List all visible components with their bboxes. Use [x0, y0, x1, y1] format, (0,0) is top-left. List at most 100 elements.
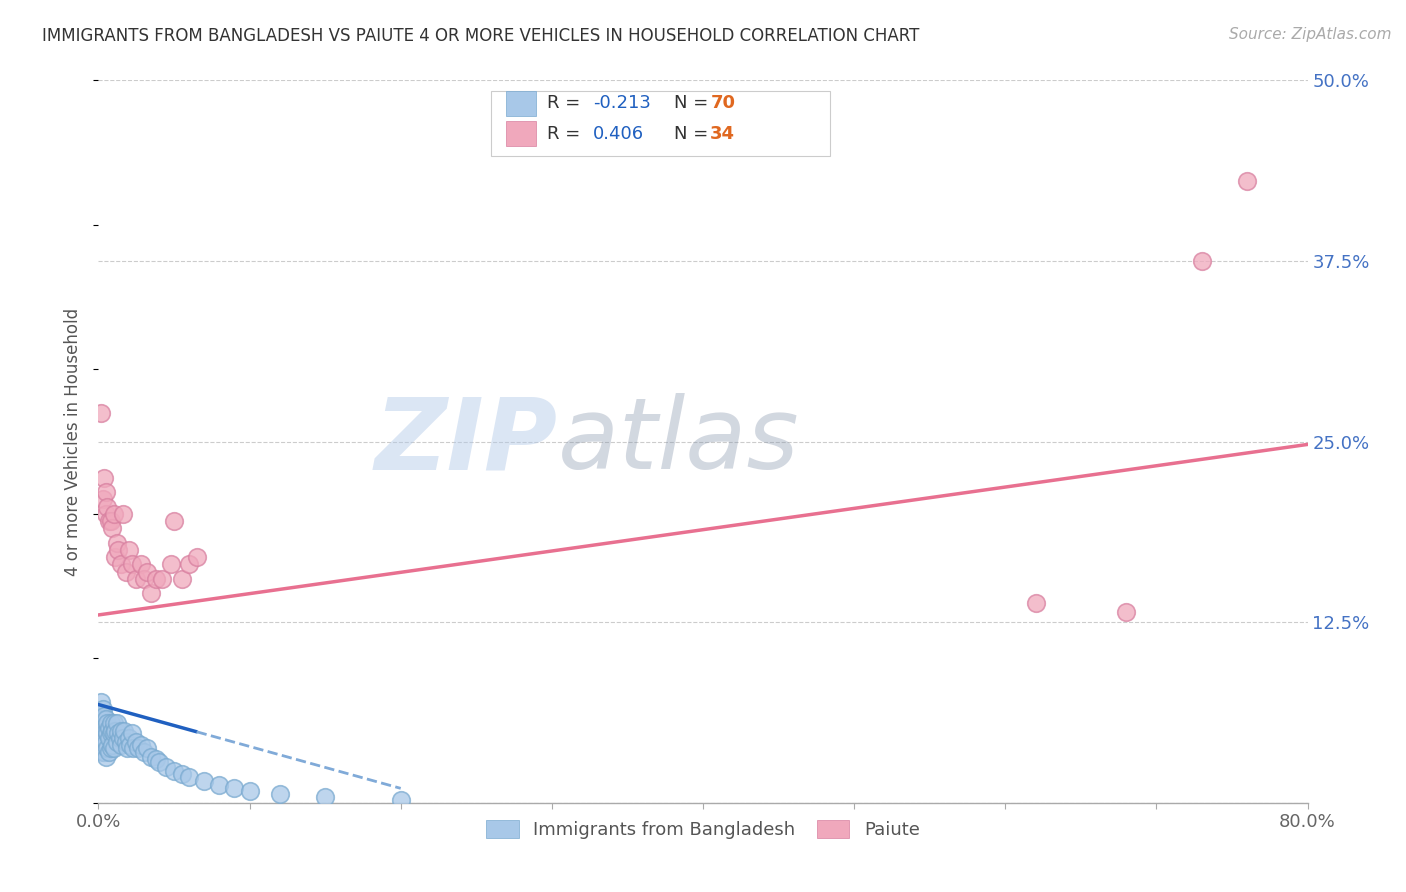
Text: R =: R = [547, 125, 586, 143]
Point [132, 745, 155, 759]
Point [1236, 174, 1258, 188]
Point [118, 542, 141, 557]
Point [141, 749, 163, 764]
Point [103, 726, 125, 740]
Point [108, 731, 131, 745]
Point [100, 514, 122, 528]
Point [96, 740, 118, 755]
Point [94, 723, 117, 738]
Point [98, 514, 121, 528]
Point [163, 514, 186, 528]
Point [111, 731, 134, 745]
Point [98, 721, 121, 735]
Point [103, 507, 125, 521]
Legend: Immigrants from Bangladesh, Paiute: Immigrants from Bangladesh, Paiute [477, 811, 929, 848]
Point [98, 745, 121, 759]
Point [105, 535, 128, 549]
Point [90, 406, 112, 420]
Point [89, 716, 111, 731]
Point [121, 726, 143, 740]
Point [93, 470, 115, 484]
Point [125, 572, 148, 586]
Point [150, 572, 173, 586]
Point [103, 716, 125, 731]
Point [111, 507, 134, 521]
Point [129, 558, 152, 572]
Point [1024, 596, 1046, 610]
Point [91, 712, 114, 726]
Point [115, 740, 138, 755]
Point [170, 767, 193, 781]
Point [96, 726, 118, 740]
Point [114, 735, 136, 749]
Point [100, 716, 122, 731]
Point [179, 558, 201, 572]
Text: atlas: atlas [558, 393, 800, 490]
Text: IMMIGRANTS FROM BANGLADESH VS PAIUTE 4 OR MORE VEHICLES IN HOUSEHOLD CORRELATION: IMMIGRANTS FROM BANGLADESH VS PAIUTE 4 O… [42, 27, 920, 45]
Point [98, 731, 121, 745]
Text: Source: ZipAtlas.com: Source: ZipAtlas.com [1229, 27, 1392, 42]
Point [101, 723, 124, 738]
Point [110, 723, 132, 738]
Point [100, 726, 122, 740]
Y-axis label: 4 or more Vehicles in Household: 4 or more Vehicles in Household [65, 308, 83, 575]
Point [105, 735, 128, 749]
Point [90, 695, 112, 709]
Text: R =: R = [547, 95, 586, 112]
Point [93, 709, 115, 723]
Point [91, 723, 114, 738]
Point [90, 706, 112, 721]
Point [93, 731, 115, 745]
Point [135, 740, 157, 755]
Point [90, 716, 112, 731]
Point [208, 779, 231, 793]
Point [100, 740, 122, 755]
Point [1115, 605, 1137, 619]
Point [101, 521, 124, 535]
Text: -0.213: -0.213 [593, 95, 651, 112]
Point [93, 745, 115, 759]
Point [107, 542, 129, 557]
Point [120, 738, 142, 752]
Point [121, 558, 143, 572]
Point [104, 723, 127, 738]
Point [145, 752, 167, 766]
Point [94, 712, 117, 726]
Point [141, 586, 163, 600]
Text: ZIP: ZIP [375, 393, 558, 490]
Point [91, 492, 114, 507]
Point [155, 760, 177, 774]
Point [91, 745, 114, 759]
Point [89, 709, 111, 723]
Point [179, 770, 201, 784]
Point [1191, 253, 1213, 268]
Point [93, 721, 115, 735]
Point [224, 781, 246, 796]
Point [96, 500, 118, 514]
Point [132, 572, 155, 586]
Point [94, 735, 117, 749]
Point [160, 558, 183, 572]
Text: N =: N = [673, 95, 714, 112]
Point [114, 565, 136, 579]
Point [110, 558, 132, 572]
Point [125, 735, 148, 749]
Point [91, 702, 114, 716]
Point [89, 726, 111, 740]
Point [239, 784, 262, 798]
Point [94, 749, 117, 764]
Point [90, 731, 112, 745]
Point [145, 572, 167, 586]
Point [94, 507, 117, 521]
Point [107, 726, 129, 740]
Point [105, 716, 128, 731]
Point [89, 738, 111, 752]
Point [122, 740, 145, 755]
Point [127, 740, 149, 755]
Point [314, 790, 336, 805]
Point [104, 550, 127, 565]
Text: 70: 70 [710, 95, 735, 112]
Point [163, 764, 186, 778]
FancyBboxPatch shape [492, 91, 830, 156]
Text: 0.406: 0.406 [593, 125, 644, 143]
